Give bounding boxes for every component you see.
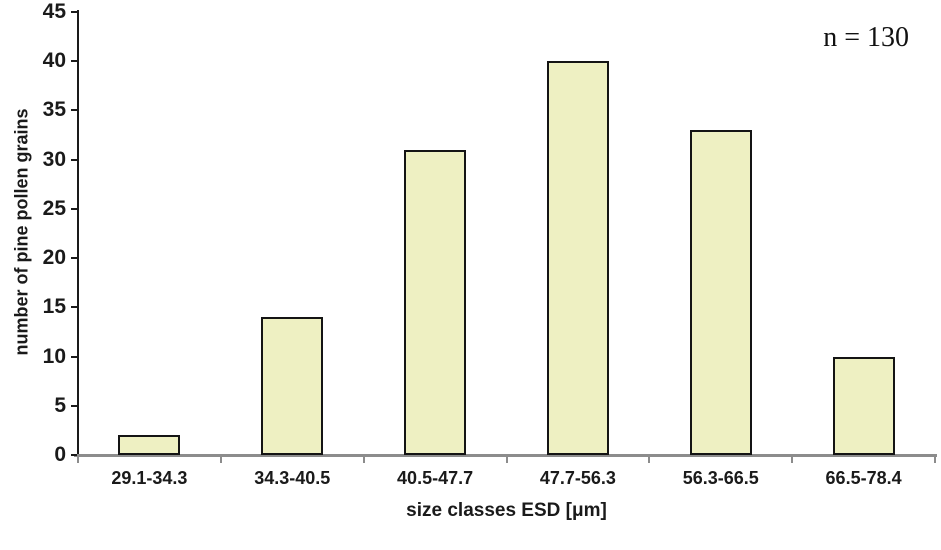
y-tick-mark [71, 158, 78, 161]
x-tick-label: 66.5-78.4 [825, 468, 902, 488]
y-tick-label: 45 [42, 0, 66, 23]
x-tick-label: 47.7-56.3 [539, 468, 616, 488]
bar-34.3-40.5 [261, 317, 324, 455]
y-tick-label: 5 [54, 393, 66, 417]
x-tick-label: 34.3-40.5 [254, 468, 331, 488]
x-tick-mark [934, 454, 936, 463]
y-tick-label: 25 [42, 196, 66, 220]
x-tick-label: 29.1-34.3 [111, 468, 188, 488]
y-tick-label: 40 [42, 49, 66, 73]
y-tick-mark [71, 11, 78, 13]
x-tick-label: 56.3-66.5 [682, 468, 759, 488]
y-tick-label: 20 [42, 246, 66, 270]
y-axis-line [77, 10, 79, 457]
y-tick-mark [71, 207, 78, 210]
y-tick-mark [71, 404, 78, 407]
x-tick-mark [791, 454, 794, 463]
y-tick-mark [71, 454, 78, 456]
sample-size-annotation: n = 130 [823, 22, 909, 53]
bar-66.5-78.4 [832, 356, 895, 455]
y-tick-label: 10 [42, 344, 66, 368]
bar-47.7-56.3 [546, 61, 609, 455]
x-tick-mark [505, 454, 508, 463]
x-tick-mark [77, 454, 79, 463]
y-tick-label: 0 [54, 443, 66, 466]
y-tick-label: 35 [42, 98, 66, 122]
y-tick-mark [71, 257, 78, 260]
bar-56.3-66.5 [689, 130, 752, 455]
x-tick-label: 40.5-47.7 [397, 468, 474, 488]
x-axis-title: size classes ESD [μm] [406, 500, 607, 521]
y-tick-mark [71, 109, 78, 112]
x-tick-mark [362, 454, 365, 463]
y-tick-mark [71, 355, 78, 358]
bar-40.5-47.7 [404, 149, 467, 455]
y-tick-label: 15 [42, 295, 66, 319]
y-tick-mark [71, 306, 78, 309]
bar-29.1-34.3 [118, 435, 181, 455]
x-tick-mark [648, 454, 651, 463]
x-tick-mark [219, 454, 222, 463]
y-tick-mark [71, 60, 78, 63]
y-tick-label: 30 [42, 147, 66, 171]
